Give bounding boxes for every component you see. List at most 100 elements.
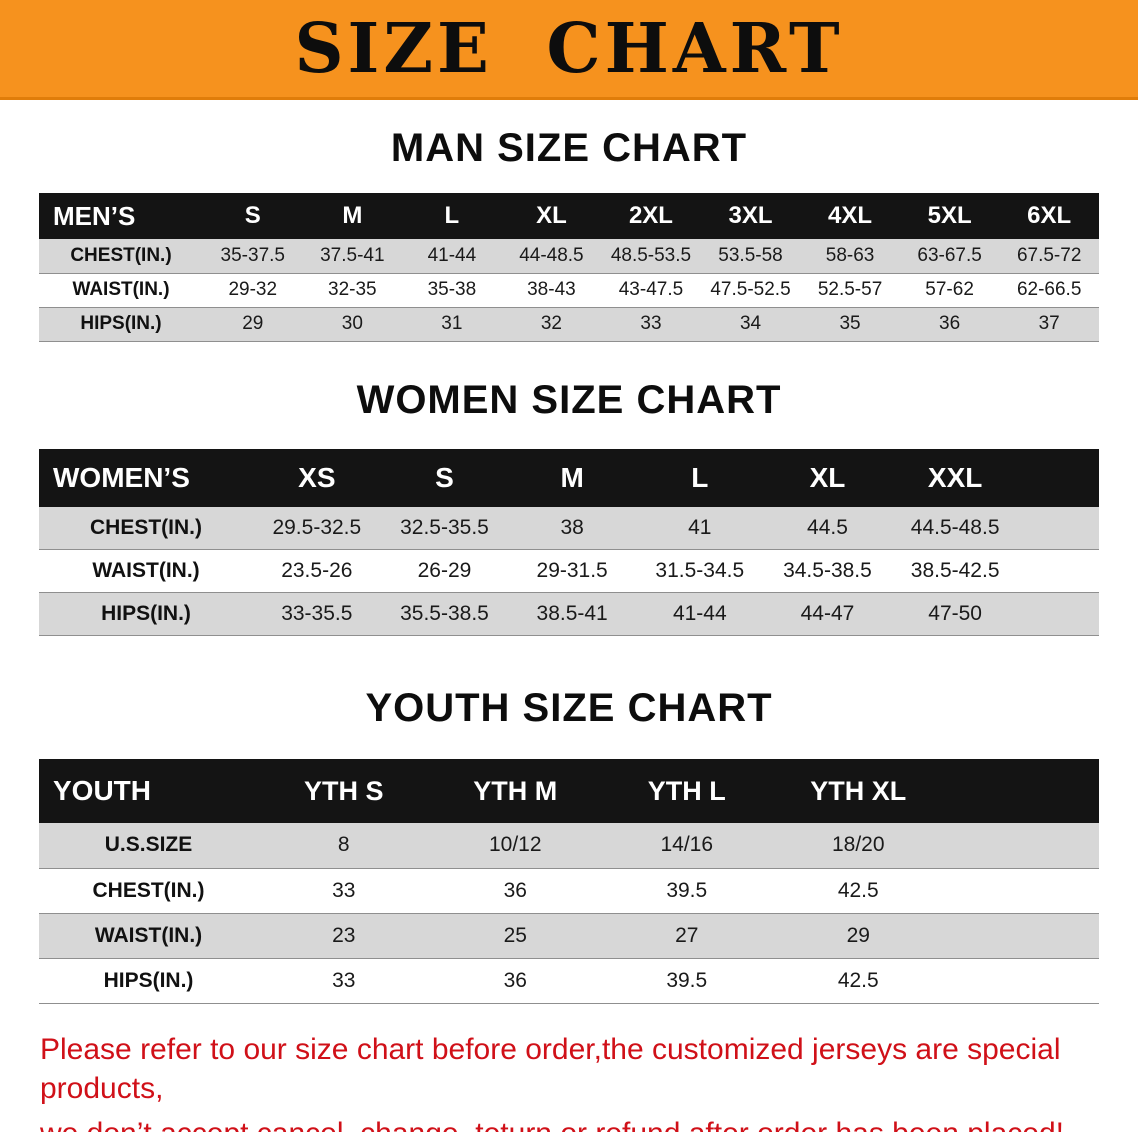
size-value-cell: 38-43 bbox=[527, 279, 576, 300]
size-value-cell: 29-31.5 bbox=[536, 559, 608, 582]
size-value-cell: 67.5-72 bbox=[1016, 244, 1082, 266]
size-value-cell: 47.5-52.5 bbox=[710, 279, 791, 300]
size-column-header: M bbox=[302, 193, 403, 239]
size-column-header: 3XL bbox=[700, 193, 801, 239]
size-value-cell: 44.5-48.5 bbox=[910, 515, 1000, 539]
table-row: CHEST(IN.) 29.5-32.5 32.5-35.5 38 41 44.5 44.5… bbox=[39, 506, 1099, 550]
size-value-cell: 44.5 bbox=[807, 515, 848, 539]
size-value-cell: 41-44 bbox=[672, 602, 727, 625]
table-row: HIPS(IN.) 29 30 31 32 33 34 35 36 37 bbox=[39, 307, 1099, 341]
table-title-cell: YOUTH bbox=[39, 759, 258, 823]
size-column-header: XL bbox=[501, 193, 602, 239]
header-row: WOMEN’S XS S M L XL XXL bbox=[39, 448, 1099, 507]
youth-size-chart-section: YOUTH SIZE CHART YOUTH YTH S YTH M YTH L YTH… bbox=[0, 636, 1138, 1004]
size-value-cell: 35.5-38.5 bbox=[400, 602, 489, 625]
table-title-cell: MEN’S bbox=[39, 193, 203, 239]
size-value-cell: 26-29 bbox=[417, 559, 472, 582]
size-value-cell: 30 bbox=[341, 313, 363, 334]
header-row: MEN’S S M L XL 2XL 3XL 4XL 5XL 6XL bbox=[39, 193, 1099, 239]
size-value-cell: 57-62 bbox=[925, 279, 974, 300]
filler-cell bbox=[1019, 593, 1099, 636]
notice-line-2: we don’t accept cancel, change, teturn o… bbox=[40, 1114, 1118, 1132]
size-column-header: XS bbox=[253, 448, 381, 507]
row-label: HIPS(IN.) bbox=[80, 313, 162, 334]
size-value-cell: 33-35.5 bbox=[281, 602, 353, 625]
row-label: U.S.SIZE bbox=[104, 833, 193, 857]
filler-cell bbox=[944, 759, 1099, 823]
size-value-cell: 52.5-57 bbox=[817, 279, 883, 300]
size-value-cell: 48.5-53.5 bbox=[610, 244, 692, 266]
table-row: WAIST(IN.) 23.5-26 26-29 29-31.5 31.5-34.5 34… bbox=[39, 549, 1099, 593]
size-value-cell: 25 bbox=[503, 923, 527, 947]
size-value-cell: 39.5 bbox=[666, 878, 708, 902]
table-row: HIPS(IN.) 33 36 39.5 42.5 bbox=[39, 958, 1099, 1003]
size-value-cell: 38.5-42.5 bbox=[910, 559, 1000, 582]
size-column-header: YTH M bbox=[429, 759, 601, 823]
size-value-cell: 32.5-35.5 bbox=[400, 515, 489, 539]
row-label: WAIST(IN.) bbox=[92, 559, 200, 582]
filler-cell bbox=[1019, 550, 1099, 593]
size-column-header: 4XL bbox=[800, 193, 900, 239]
filler-cell bbox=[944, 913, 1099, 958]
size-value-cell: 32 bbox=[540, 313, 562, 334]
size-value-cell: 36 bbox=[503, 968, 527, 992]
table-row: WAIST(IN.) 23 25 27 29 bbox=[39, 913, 1099, 958]
size-value-cell: 34.5-38.5 bbox=[783, 559, 872, 582]
size-value-cell: 32-35 bbox=[328, 279, 377, 300]
size-value-cell: 42.5 bbox=[837, 878, 879, 902]
size-value-cell: 41 bbox=[688, 515, 712, 539]
row-label: CHEST(IN.) bbox=[92, 878, 205, 902]
size-value-cell: 23 bbox=[332, 923, 356, 947]
size-column-header: YTH L bbox=[601, 759, 773, 823]
size-value-cell: 37 bbox=[1038, 313, 1060, 334]
page-title: SIZE CHART bbox=[294, 8, 844, 89]
row-label: HIPS(IN.) bbox=[101, 602, 191, 625]
size-value-cell: 44-47 bbox=[800, 602, 855, 625]
size-charts-main: MAN SIZE CHART MEN’S S M L XL 2XL 3XL 4XL 5XL 6XL… bbox=[0, 100, 1138, 1004]
filler-cell bbox=[1019, 507, 1099, 550]
size-value-cell: 43-47.5 bbox=[618, 279, 684, 300]
size-value-cell: 36 bbox=[939, 313, 961, 334]
table-title-cell: WOMEN’S bbox=[39, 448, 253, 507]
size-value-cell: 35-37.5 bbox=[220, 244, 285, 266]
men-size-chart-heading: MAN SIZE CHART bbox=[390, 126, 748, 170]
size-value-cell: 39.5 bbox=[666, 968, 708, 992]
size-value-cell: 14/16 bbox=[660, 833, 714, 857]
women-size-chart-section: WOMEN SIZE CHART WOMEN’S XS S M L XL XXL CHEST(… bbox=[0, 342, 1138, 637]
size-column-header: 2XL bbox=[601, 193, 701, 239]
youth-size-chart-heading: YOUTH SIZE CHART bbox=[365, 686, 773, 730]
size-value-cell: 37.5-41 bbox=[320, 244, 385, 266]
men-size-chart-section: MAN SIZE CHART MEN’S S M L XL 2XL 3XL 4XL 5XL 6XL… bbox=[0, 100, 1138, 342]
size-value-cell: 42.5 bbox=[837, 968, 879, 992]
youth-size-table: YOUTH YTH S YTH M YTH L YTH XL U.S.SIZE 8 10/12… bbox=[39, 759, 1099, 1004]
size-value-cell: 47-50 bbox=[928, 602, 982, 625]
size-value-cell: 63-67.5 bbox=[917, 244, 982, 266]
men-size-table: MEN’S S M L XL 2XL 3XL 4XL 5XL 6XL CHEST(IN.) 35-37… bbox=[39, 193, 1099, 342]
size-value-cell: 35-38 bbox=[427, 279, 477, 300]
size-value-cell: 29 bbox=[846, 923, 870, 947]
row-label: WAIST(IN.) bbox=[72, 279, 170, 300]
women-size-chart-heading: WOMEN SIZE CHART bbox=[356, 377, 782, 422]
size-value-cell: 10/12 bbox=[488, 833, 542, 857]
size-value-cell: 36 bbox=[503, 878, 527, 902]
size-column-header: L bbox=[402, 193, 502, 239]
size-value-cell: 29.5-32.5 bbox=[272, 515, 362, 539]
size-value-cell: 31 bbox=[441, 313, 463, 334]
size-column-header: L bbox=[635, 448, 764, 507]
footer-notice: Please refer to our size chart before or… bbox=[0, 1030, 1138, 1132]
filler-cell bbox=[944, 868, 1099, 913]
filler-cell bbox=[944, 958, 1099, 1003]
table-row: WAIST(IN.) 29-32 32-35 35-38 38-43 43-47.5 47.… bbox=[39, 273, 1099, 307]
size-value-cell: 29-32 bbox=[228, 279, 278, 300]
size-value-cell: 34 bbox=[739, 313, 762, 334]
size-column-header: YTH S bbox=[258, 759, 430, 823]
size-column-header: S bbox=[203, 193, 303, 239]
size-column-header: 5XL bbox=[899, 193, 1000, 239]
size-column-header: XXL bbox=[891, 448, 1019, 507]
row-label: WAIST(IN.) bbox=[94, 923, 203, 947]
size-value-cell: 18/20 bbox=[831, 833, 885, 857]
size-value-cell: 58-63 bbox=[825, 244, 875, 266]
size-value-cell: 53.5-58 bbox=[718, 244, 783, 266]
banner: SIZE CHART bbox=[0, 0, 1138, 100]
